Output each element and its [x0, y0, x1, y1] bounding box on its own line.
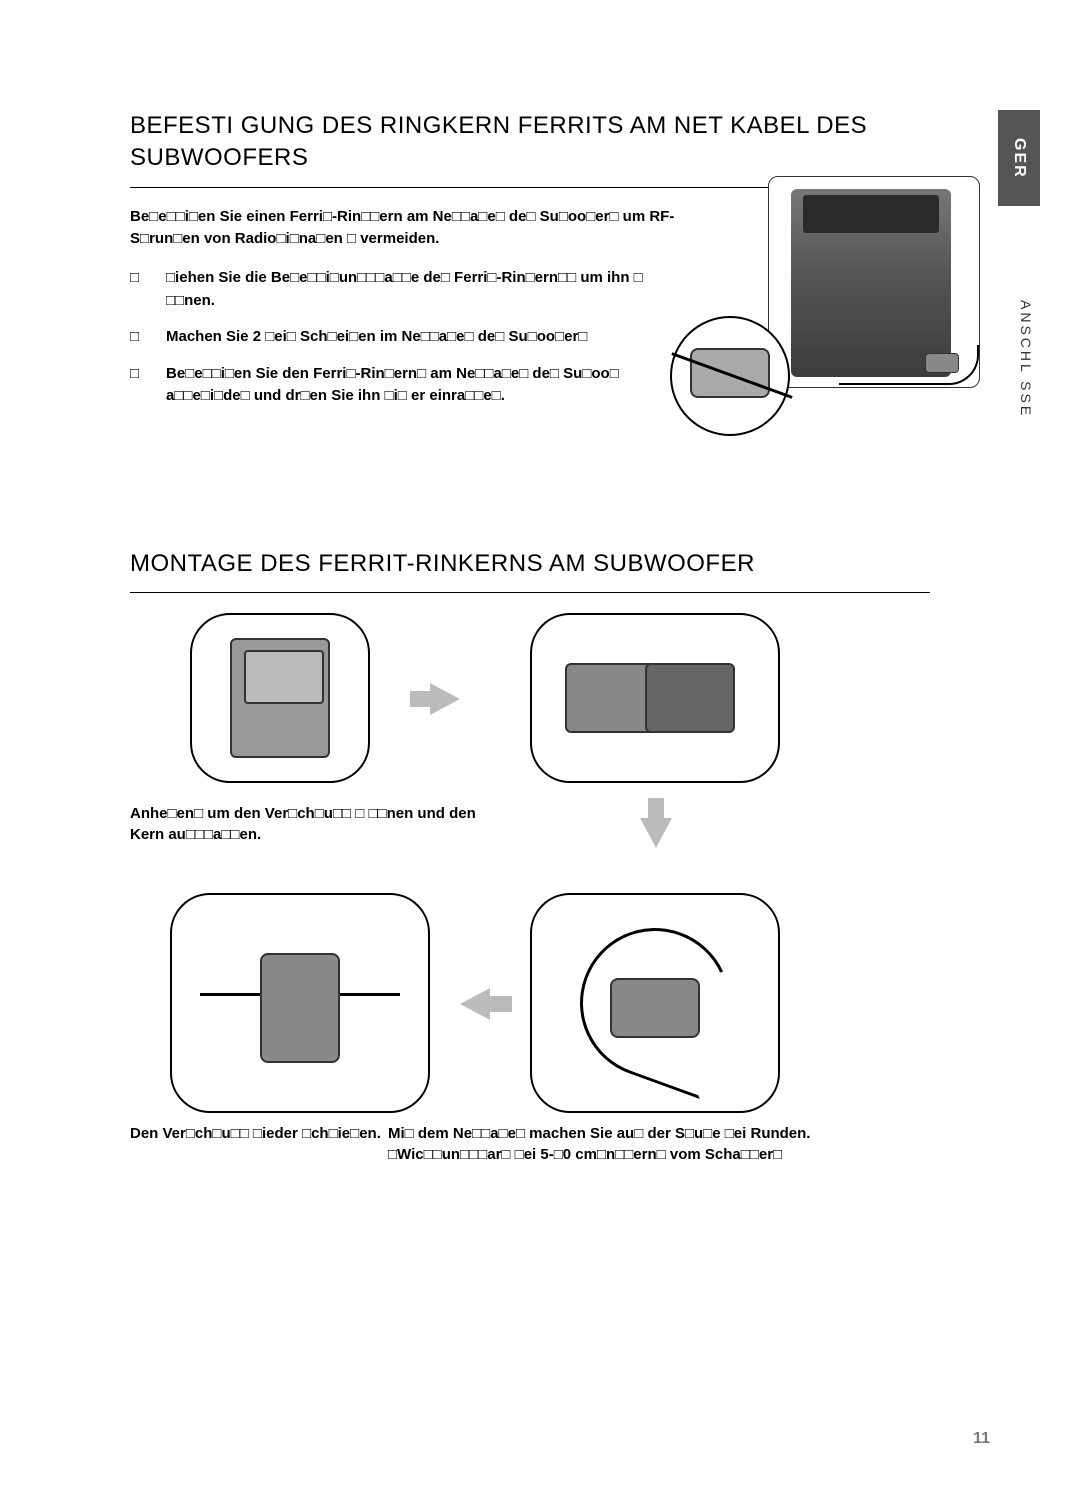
caption-1: Anhe□en□ um den Ver□ch□u□□ □ □□nen und d… — [130, 803, 490, 845]
arrow-right-icon — [430, 683, 460, 715]
step-1: □□iehen Sie die Be□e□□i□un□□□a□□e de□ Fe… — [130, 267, 690, 312]
arrow-left-icon — [460, 988, 490, 1020]
caption-3: Mi□ dem Ne□□a□e□ machen Sie au□ der S□u□… — [388, 1123, 928, 1165]
step-3: □Be□e□□i□en Sie den Ferri□-Rin□ern□ am N… — [130, 363, 690, 408]
section1-title: BEFESTI GUNG DES RINGKERN FERRITS AM NET… — [130, 110, 990, 175]
section1-intro: Be□e□□i□en Sie einen Ferri□-Rin□□ern am … — [130, 206, 730, 250]
figure-1 — [190, 613, 370, 783]
language-tab: GER — [998, 110, 1040, 206]
section1-steps: □□iehen Sie die Be□e□□i□un□□□a□□e de□ Fe… — [130, 267, 690, 408]
figure-4 — [170, 893, 430, 1113]
figure-3 — [530, 893, 780, 1113]
subwoofer-image — [768, 176, 980, 388]
section2-title: MONTAGE DES FERRIT-RINKERNS AM SUBWOOFER — [130, 548, 990, 580]
detail-callout — [670, 316, 790, 436]
figure-2 — [530, 613, 780, 783]
step-2: □Machen Sie 2 □ei□ Sch□ei□en im Ne□□a□e□… — [130, 326, 690, 349]
page-number: 11 — [973, 1430, 990, 1448]
language-tab-label: GER — [1010, 138, 1028, 179]
assembly-diagram: Anhe□en□ um den Ver□ch□u□□ □ □□nen und d… — [130, 613, 930, 1233]
section2-rule — [130, 592, 930, 593]
side-section-label: ANSCHL SSE — [1018, 300, 1034, 418]
arrow-down-icon — [640, 818, 672, 848]
